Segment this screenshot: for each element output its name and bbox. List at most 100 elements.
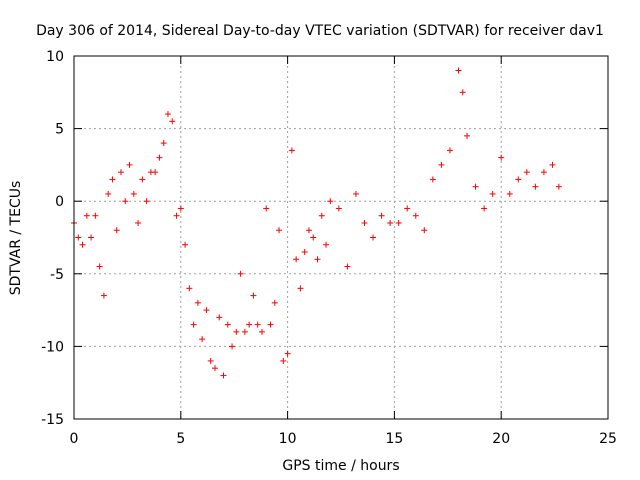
data-point: [207, 357, 214, 364]
data-point: [139, 176, 146, 183]
data-point: [203, 307, 210, 314]
data-point: [288, 147, 295, 154]
data-point: [246, 321, 253, 328]
data-point: [421, 227, 428, 234]
data-point: [160, 140, 167, 147]
data-point: [387, 219, 394, 226]
data-point: [305, 227, 312, 234]
data-point: [199, 336, 206, 343]
data-point: [182, 241, 189, 248]
data-point: [506, 190, 513, 197]
data-point: [327, 198, 334, 205]
x-tick-label: 5: [176, 431, 185, 447]
data-point: [284, 350, 291, 357]
y-axis-title: SDTVAR / TECUs: [8, 181, 24, 296]
data-point: [237, 270, 244, 277]
data-point: [459, 89, 466, 96]
data-point: [194, 299, 201, 306]
x-tick-label: 20: [492, 431, 510, 447]
data-point: [370, 234, 377, 241]
data-point: [233, 328, 240, 335]
data-point: [276, 227, 283, 234]
data-point: [152, 169, 159, 176]
data-point: [169, 118, 176, 125]
data-point: [318, 212, 325, 219]
data-point: [498, 154, 505, 161]
y-tick-label: -5: [50, 267, 64, 283]
data-point: [109, 176, 116, 183]
y-tick-label: 10: [46, 49, 64, 65]
data-point: [164, 111, 171, 118]
x-tick-label: 10: [279, 431, 297, 447]
data-point: [135, 219, 142, 226]
data-point: [352, 190, 359, 197]
data-point: [122, 198, 129, 205]
data-point: [258, 328, 265, 335]
data-point: [177, 205, 184, 212]
data-point: [297, 285, 304, 292]
data-point: [464, 132, 471, 139]
x-axis-title: GPS time / hours: [282, 458, 399, 474]
data-point: [293, 256, 300, 263]
data-point: [211, 365, 218, 372]
data-point: [130, 190, 137, 197]
y-tick-label: -10: [41, 339, 64, 355]
y-tick-label: -15: [41, 412, 64, 428]
grid-layer: [74, 56, 608, 419]
data-point: [88, 234, 95, 241]
data-point: [378, 212, 385, 219]
data-point: [267, 321, 274, 328]
x-tick-label: 15: [385, 431, 403, 447]
data-point: [344, 263, 351, 270]
data-point: [254, 321, 261, 328]
data-point: [173, 212, 180, 219]
data-point: [515, 176, 522, 183]
data-point: [117, 169, 124, 176]
data-point: [75, 234, 82, 241]
data-point: [481, 205, 488, 212]
data-point: [263, 205, 270, 212]
data-point: [216, 314, 223, 321]
data-point: [186, 285, 193, 292]
data-point: [472, 183, 479, 190]
y-tick-label: 0: [55, 194, 64, 210]
data-point: [250, 292, 257, 299]
point-layer: [71, 67, 562, 379]
data-point: [523, 169, 530, 176]
data-point: [455, 67, 462, 74]
data-point: [335, 205, 342, 212]
y-tick-label: 5: [55, 122, 64, 138]
data-point: [438, 161, 445, 168]
data-point: [323, 241, 330, 248]
chart-title: Day 306 of 2014, Sidereal Day-to-day VTE…: [36, 23, 604, 39]
data-point: [143, 198, 150, 205]
data-point: [92, 212, 99, 219]
data-point: [83, 212, 90, 219]
data-point: [489, 190, 496, 197]
data-point: [446, 147, 453, 154]
data-point: [555, 183, 562, 190]
data-point: [429, 176, 436, 183]
data-point: [241, 328, 248, 335]
data-point: [549, 161, 556, 168]
data-point: [314, 256, 321, 263]
x-tick-label: 0: [70, 431, 79, 447]
data-point: [156, 154, 163, 161]
plot-frame: [73, 55, 609, 420]
data-point: [532, 183, 539, 190]
x-tick-label: 25: [599, 431, 617, 447]
data-point: [412, 212, 419, 219]
data-point: [301, 249, 308, 256]
data-point: [224, 321, 231, 328]
data-point: [361, 219, 368, 226]
data-point: [220, 372, 227, 379]
data-point: [79, 241, 86, 248]
data-point: [229, 343, 236, 350]
data-point: [404, 205, 411, 212]
data-point: [105, 190, 112, 197]
data-point: [310, 234, 317, 241]
data-point: [113, 227, 120, 234]
